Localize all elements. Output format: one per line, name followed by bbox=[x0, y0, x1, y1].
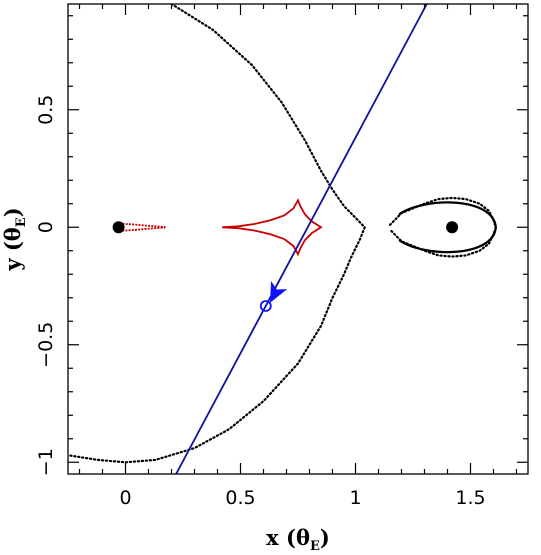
y-tick-label: 0.5 bbox=[35, 95, 57, 125]
y-tick-label: −1 bbox=[35, 448, 57, 476]
plot-frame bbox=[67, 3, 529, 475]
x-tick-label: 0.5 bbox=[225, 487, 255, 509]
caustic-central bbox=[222, 198, 323, 257]
y-tick-label: −0.5 bbox=[35, 322, 57, 368]
axis-ticks bbox=[68, 4, 528, 474]
y-axis-label: y (θE) bbox=[0, 207, 29, 271]
lens-2 bbox=[446, 221, 459, 234]
plot-curves bbox=[68, 4, 497, 474]
x-tick-label: 1.5 bbox=[455, 487, 485, 509]
x-axis-label: x (θE) bbox=[266, 525, 330, 554]
tick-labels: 0 0.5 1 1.5 −1 −0.5 0 0.5 bbox=[35, 95, 486, 509]
y-tick-label: 0 bbox=[35, 221, 57, 233]
trajectory-direction-arrow bbox=[270, 280, 288, 303]
source-position-marker bbox=[259, 300, 272, 312]
x-tick-label: 0 bbox=[119, 487, 131, 509]
source-trajectory bbox=[175, 4, 428, 474]
critical-curve-right-loop bbox=[398, 201, 497, 254]
critical-curve-right-left-part bbox=[388, 196, 497, 258]
lens-1 bbox=[112, 221, 125, 234]
critical-curve-outer bbox=[68, 4, 366, 464]
x-tick-label: 1 bbox=[349, 487, 361, 509]
